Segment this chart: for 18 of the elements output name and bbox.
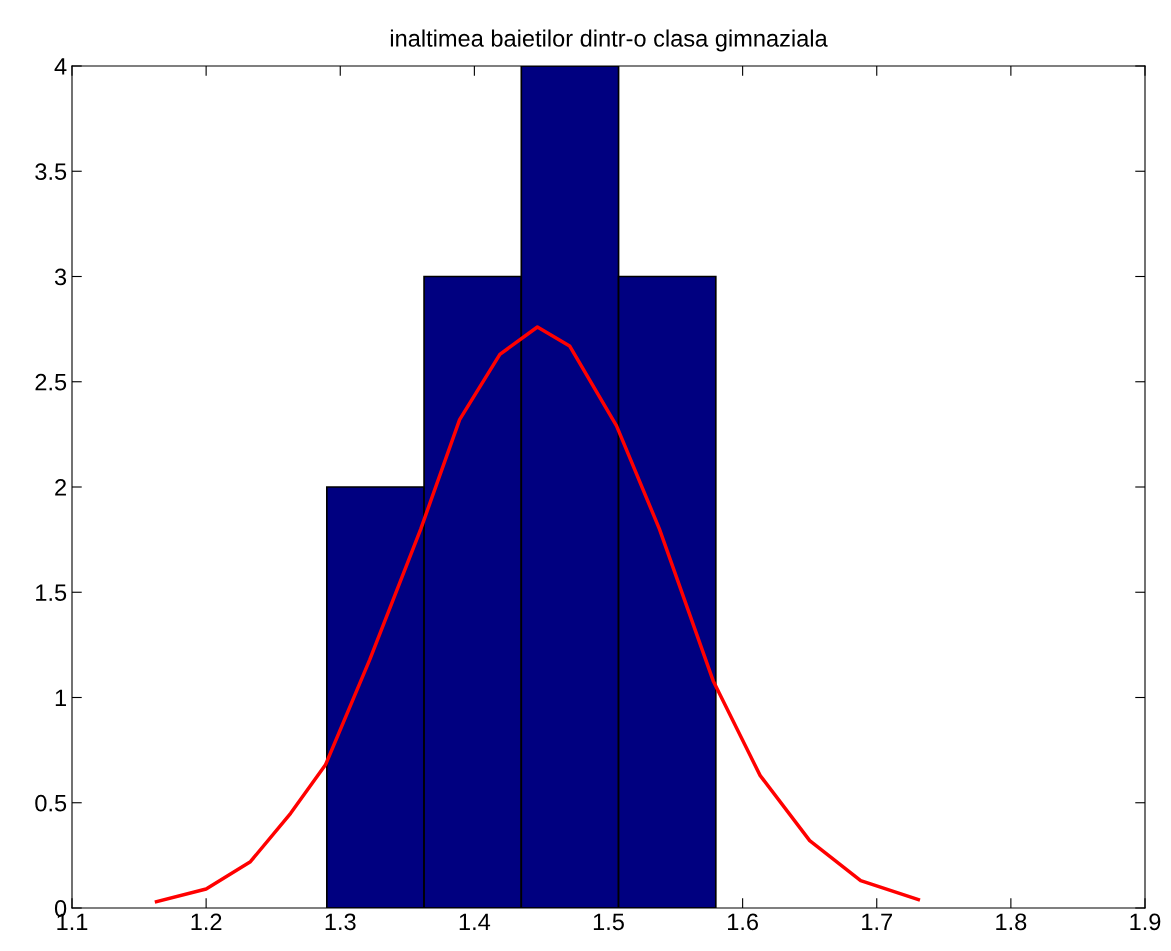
y-tick-label: 3	[54, 268, 67, 286]
x-tick-label: 1.7	[862, 913, 892, 930]
x-tick-label: 1.8	[996, 913, 1027, 931]
x-tick-label: 1.6	[728, 913, 758, 931]
x-tick-label: 1.3	[325, 913, 356, 931]
y-tick-label: 4	[54, 58, 67, 75]
line-series	[154, 325, 921, 904]
y-tick-label: 1.5	[36, 584, 67, 602]
y-tick-label: 1	[55, 689, 66, 707]
x-tick-label: 1.2	[191, 913, 222, 930]
y-tick-label: 2.5	[35, 373, 67, 391]
chart-title: inaltimea baietilor dintr-o clasa gimnaziala	[390, 29, 828, 52]
x-tick-label: 1.4	[459, 913, 491, 930]
x-tick-label: 1.5	[593, 913, 624, 931]
x-tick-label: 1.9	[1130, 913, 1161, 931]
y-tick-label: 0.5	[35, 794, 67, 812]
y-tick-label: 3.5	[35, 163, 67, 181]
y-tick-label: 2	[55, 479, 66, 496]
